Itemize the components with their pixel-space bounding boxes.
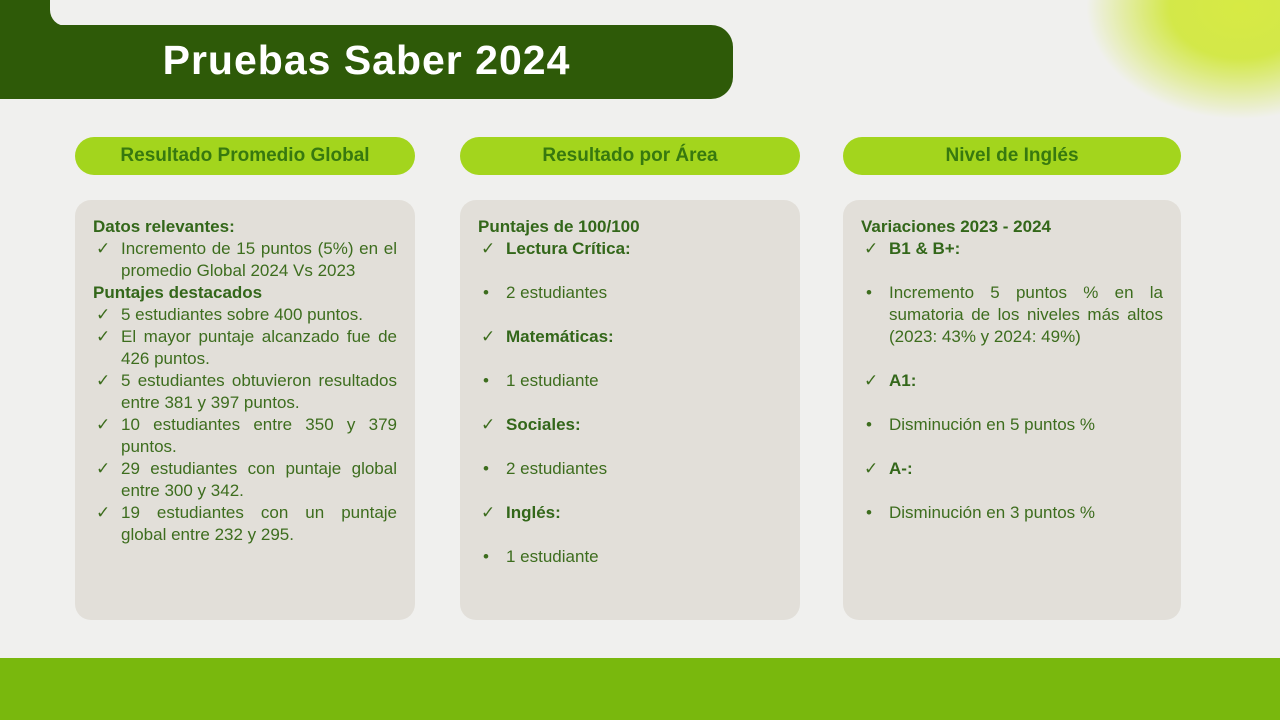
check-item: ✓ Matemáticas:	[478, 326, 782, 348]
item-text: 2 estudiantes	[506, 459, 608, 478]
decorative-blob	[1085, 0, 1280, 120]
check-item: ✓ Sociales:	[478, 414, 782, 436]
check-item: ✓ 5 estudiantes obtuvieron resultados ent…	[93, 370, 397, 414]
footer-bar	[0, 658, 1280, 720]
item-text: 2 estudiantes	[506, 283, 608, 302]
check-icon: ✓	[96, 459, 111, 478]
bullet-item: • 1 estudiante	[478, 546, 782, 568]
title-banner: Pruebas Saber 2024	[0, 25, 733, 99]
bullet-icon: •	[866, 503, 872, 522]
bullet-item: • Incremento 5 puntos % en la sumatoria d…	[861, 282, 1163, 348]
check-icon: ✓	[481, 415, 496, 434]
item-text: Matemáticas:	[506, 327, 614, 346]
item-text: Disminución en 5 puntos %	[889, 415, 1096, 434]
check-icon: ✓	[96, 305, 111, 324]
item-text: 19 estudiantes con un puntaje global ent…	[121, 503, 397, 544]
check-icon: ✓	[864, 239, 879, 258]
check-icon: ✓	[96, 327, 111, 346]
item-text: 1 estudiante	[506, 371, 599, 390]
check-item: ✓ A1:	[861, 370, 1163, 392]
item-text: Incremento de 15 puntos (5%) en el prome…	[121, 239, 397, 280]
check-icon: ✓	[864, 371, 879, 390]
bullet-icon: •	[483, 547, 489, 566]
heading: Puntajes de 100/100	[478, 217, 640, 236]
heading: Puntajes destacados	[93, 283, 263, 302]
check-icon: ✓	[481, 503, 496, 522]
item-text: Sociales:	[506, 415, 581, 434]
check-icon: ✓	[864, 459, 879, 478]
check-icon: ✓	[481, 239, 496, 258]
check-item: ✓ El mayor puntaje alcanzado fue de 426 p…	[93, 326, 397, 370]
check-icon: ✓	[96, 371, 111, 390]
item-text: 29 estudiantes con puntaje global entre …	[121, 459, 397, 500]
check-item: ✓ B1 & B+:	[861, 238, 1163, 260]
panel-nivel-ingles: Nivel de Inglés Variaciones 2023 - 2024 ✓…	[843, 137, 1181, 620]
bullet-icon: •	[866, 415, 872, 434]
item-text: Disminución en 3 puntos %	[889, 503, 1096, 522]
bullet-item: • 2 estudiantes	[478, 458, 782, 480]
item-text: 5 estudiantes obtuvieron resultados entr…	[121, 371, 397, 412]
check-icon: ✓	[96, 239, 111, 258]
panel-card-promedio-global: Datos relevantes: ✓ Incremento de 15 punto…	[75, 200, 415, 620]
item-text: B1 & B+:	[889, 239, 961, 258]
check-item: ✓ A-:	[861, 458, 1163, 480]
bullet-item: • Disminución en 3 puntos %	[861, 502, 1163, 524]
item-text: Inglés:	[506, 503, 561, 522]
heading: Datos relevantes:	[93, 217, 235, 236]
corner-notch	[50, 0, 84, 26]
panel-por-area: Resultado por Área Puntajes de 100/100 ✓ L…	[460, 137, 800, 620]
item-text: Lectura Crítica:	[506, 239, 631, 258]
check-item: ✓ 10 estudiantes entre 350 y 379 puntos.	[93, 414, 397, 458]
panel-header-por-area: Resultado por Área	[460, 137, 800, 175]
check-icon: ✓	[481, 327, 496, 346]
panel-header-nivel-ingles: Nivel de Inglés	[843, 137, 1181, 175]
check-item: ✓ Incremento de 15 puntos (5%) en el prom…	[93, 238, 397, 282]
bullet-item: • Disminución en 5 puntos %	[861, 414, 1163, 436]
check-item: ✓ 29 estudiantes con puntaje global entre…	[93, 458, 397, 502]
bullet-item: • 2 estudiantes	[478, 282, 782, 304]
check-item: ✓ 19 estudiantes con un puntaje global en…	[93, 502, 397, 546]
bullet-icon: •	[483, 371, 489, 390]
panel-header-promedio-global: Resultado Promedio Global	[75, 137, 415, 175]
page-title: Pruebas Saber 2024	[162, 36, 571, 83]
panel-card-nivel-ingles: Variaciones 2023 - 2024 ✓ B1 & B+: • Increme…	[843, 200, 1181, 620]
bullet-icon: •	[483, 283, 489, 302]
item-text: A1:	[889, 371, 917, 390]
check-item: ✓ Lectura Crítica:	[478, 238, 782, 260]
check-icon: ✓	[96, 415, 111, 434]
item-text: 5 estudiantes sobre 400 puntos.	[121, 305, 363, 324]
heading: Variaciones 2023 - 2024	[861, 217, 1051, 236]
item-text: El mayor puntaje alcanzado fue de 426 pu…	[121, 327, 397, 368]
panel-promedio-global: Resultado Promedio Global Datos relevant…	[75, 137, 415, 620]
check-item: ✓ Inglés:	[478, 502, 782, 524]
item-text: 1 estudiante	[506, 547, 599, 566]
item-text: Incremento 5 puntos % en la sumatoria de…	[889, 283, 1163, 346]
check-item: ✓ 5 estudiantes sobre 400 puntos.	[93, 304, 397, 326]
check-icon: ✓	[96, 503, 111, 522]
item-text: 10 estudiantes entre 350 y 379 puntos.	[121, 415, 397, 456]
bullet-icon: •	[866, 283, 872, 302]
panel-card-por-area: Puntajes de 100/100 ✓ Lectura Crítica: • 2 e…	[460, 200, 800, 620]
bullet-item: • 1 estudiante	[478, 370, 782, 392]
bullet-icon: •	[483, 459, 489, 478]
item-text: A-:	[889, 459, 913, 478]
